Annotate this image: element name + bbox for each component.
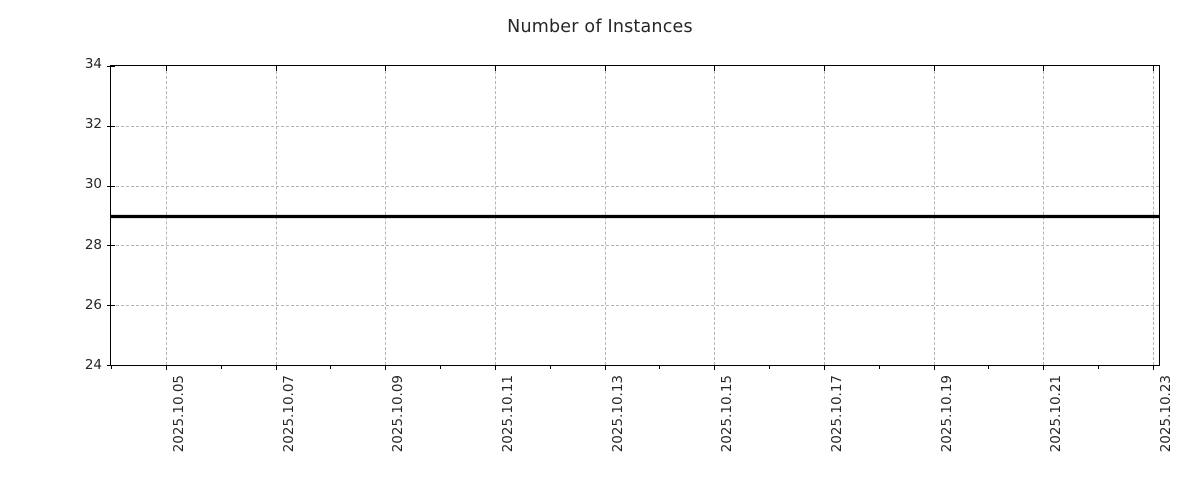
y-tick-label: 32 bbox=[84, 116, 102, 133]
x-tick-mark-major bbox=[933, 365, 935, 370]
y-tick-mark bbox=[106, 66, 111, 67]
y-tick-label: 28 bbox=[84, 236, 102, 253]
x-tick-mark-minor bbox=[220, 365, 222, 369]
x-tick-label: 2025.10.09 bbox=[390, 375, 407, 453]
x-tick-mark-major bbox=[494, 365, 496, 370]
y-tick-label: 26 bbox=[84, 296, 102, 313]
y-tick-label: 30 bbox=[84, 176, 102, 193]
x-tick-mark-minor bbox=[659, 365, 661, 369]
x-tick-mark-minor bbox=[549, 365, 551, 369]
x-tick-label: 2025.10.21 bbox=[1048, 375, 1065, 453]
x-tick-label: 2025.10.07 bbox=[280, 375, 297, 453]
x-tick-mark-minor bbox=[1098, 365, 1100, 369]
y-tick-mark bbox=[106, 125, 111, 127]
x-tick-mark-top bbox=[165, 66, 167, 71]
x-tick-mark-minor bbox=[111, 365, 112, 369]
y-tick-label: 34 bbox=[84, 56, 102, 72]
gridline-horizontal bbox=[111, 185, 1159, 187]
x-tick-mark-top bbox=[385, 66, 387, 71]
x-tick-mark-top bbox=[823, 66, 825, 71]
y-tick-mark-inner bbox=[111, 305, 115, 307]
x-tick-label: 2025.10.17 bbox=[828, 375, 845, 453]
y-tick-mark-inner bbox=[111, 66, 115, 67]
x-tick-label: 2025.10.05 bbox=[170, 375, 187, 453]
x-tick-label: 2025.10.23 bbox=[1158, 375, 1174, 453]
x-tick-mark-minor bbox=[440, 365, 442, 369]
gridline-horizontal bbox=[111, 305, 1159, 307]
series-svg bbox=[111, 214, 1159, 219]
y-tick-mark-inner bbox=[111, 185, 115, 187]
y-tick-mark bbox=[106, 305, 111, 307]
x-tick-label: 2025.10.13 bbox=[609, 375, 626, 453]
x-tick-label: 2025.10.19 bbox=[938, 375, 955, 453]
y-tick-mark-inner bbox=[111, 245, 115, 247]
x-tick-mark-top bbox=[494, 66, 496, 71]
x-tick-mark-major bbox=[385, 365, 387, 370]
y-tick-mark-inner bbox=[111, 125, 115, 127]
y-tick-mark bbox=[106, 185, 111, 187]
y-tick-label: 24 bbox=[84, 357, 102, 373]
x-tick-mark-top bbox=[604, 66, 606, 71]
y-tick-mark bbox=[106, 245, 111, 247]
x-tick-mark-minor bbox=[988, 365, 990, 369]
gridline-horizontal bbox=[111, 125, 1159, 127]
y-tick-mark-inner bbox=[111, 365, 115, 366]
x-tick-mark-major bbox=[604, 365, 606, 370]
plot-area bbox=[106, 65, 1160, 370]
x-tick-mark-minor bbox=[330, 365, 332, 369]
x-tick-mark-major bbox=[714, 365, 716, 370]
x-tick-mark-major bbox=[275, 365, 277, 370]
x-tick-mark-major bbox=[823, 365, 825, 370]
gridline-horizontal bbox=[111, 245, 1159, 247]
y-tick-mark bbox=[106, 365, 111, 366]
x-tick-label: 2025.10.11 bbox=[499, 375, 516, 453]
chart-title: Number of Instances bbox=[507, 17, 693, 37]
series-layer bbox=[111, 66, 1159, 365]
x-tick-mark-top bbox=[714, 66, 716, 71]
x-tick-mark-major bbox=[1153, 365, 1154, 370]
x-tick-mark-minor bbox=[878, 365, 880, 369]
x-tick-mark-top bbox=[1043, 66, 1045, 71]
x-tick-mark-top bbox=[275, 66, 277, 71]
x-tick-label: 2025.10.15 bbox=[719, 375, 736, 453]
x-tick-mark-minor bbox=[769, 365, 771, 369]
x-tick-mark-major bbox=[165, 365, 167, 370]
x-tick-mark-major bbox=[1043, 365, 1045, 370]
x-tick-mark-top bbox=[1153, 66, 1154, 71]
x-tick-mark-top bbox=[933, 66, 935, 71]
